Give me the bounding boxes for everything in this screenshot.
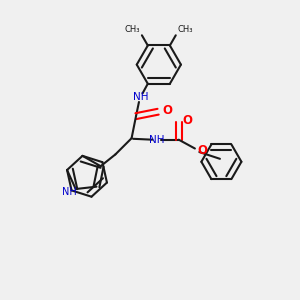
Text: NH: NH xyxy=(149,135,164,145)
Text: NH: NH xyxy=(62,187,76,197)
Text: O: O xyxy=(182,114,192,127)
Text: O: O xyxy=(163,104,172,117)
Text: CH₃: CH₃ xyxy=(177,25,193,34)
Text: CH₃: CH₃ xyxy=(125,25,140,34)
Text: O: O xyxy=(197,144,207,158)
Text: NH: NH xyxy=(133,92,148,102)
